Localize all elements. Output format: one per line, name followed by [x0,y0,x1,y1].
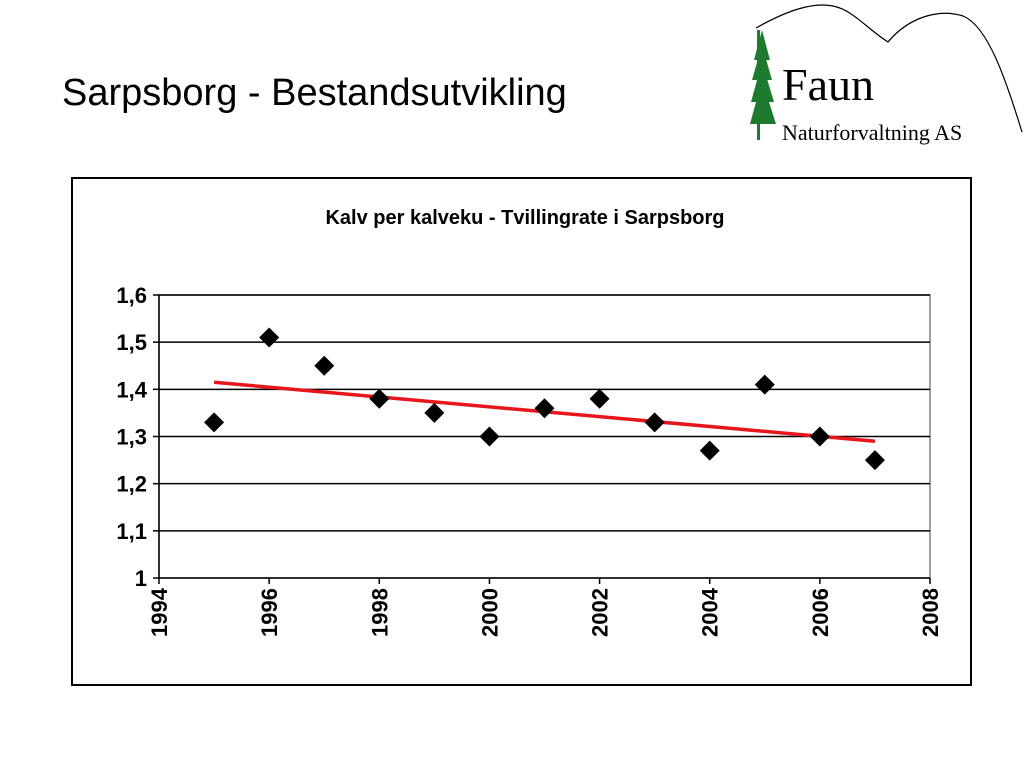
data-point [259,327,280,348]
data-point [424,402,445,423]
data-point [369,388,390,409]
data-point [204,412,225,433]
data-point [479,426,500,447]
y-tick-label: 1 [135,566,147,591]
y-tick-label: 1,2 [116,472,147,497]
x-tick-label: 2006 [808,588,833,637]
slide-title: Sarpsborg - Bestandsutvikling [62,72,567,114]
tree-icon [750,30,776,140]
y-tick-label: 1,6 [116,283,147,308]
x-tick-label: 1996 [257,588,282,637]
logo-name: Faun [782,59,874,110]
x-tick-label: 1998 [367,588,392,637]
x-tick-label: 2002 [588,588,613,637]
logo-mountain-line [755,4,1023,133]
data-point [864,450,885,471]
chart-title: Kalv per kalveku - Tvillingrate i Sarpsb… [325,207,724,229]
x-tick-label: 2004 [698,587,723,637]
data-point [534,398,555,419]
x-tick-label: 2000 [477,588,502,637]
logo-subtitle: Naturforvaltning AS [782,120,962,145]
y-tick-label: 1,4 [116,377,147,402]
data-point [699,440,720,461]
y-tick-label: 1,3 [116,425,147,450]
data-point [589,388,610,409]
data-point [644,412,665,433]
faun-logo: Faun Naturforvaltning AS [750,4,1023,145]
data-point [314,355,335,376]
y-tick-label: 1,5 [116,330,147,355]
y-tick-label: 1,1 [116,519,147,544]
chart-frame: Kalv per kalveku - Tvillingrate i Sarpsb… [71,177,972,686]
x-tick-label: 2008 [918,588,943,637]
data-point [754,374,775,395]
data-point [809,426,830,447]
scatter-chart: Kalv per kalveku - Tvillingrate i Sarpsb… [116,207,943,637]
x-tick-label: 1994 [147,587,172,637]
